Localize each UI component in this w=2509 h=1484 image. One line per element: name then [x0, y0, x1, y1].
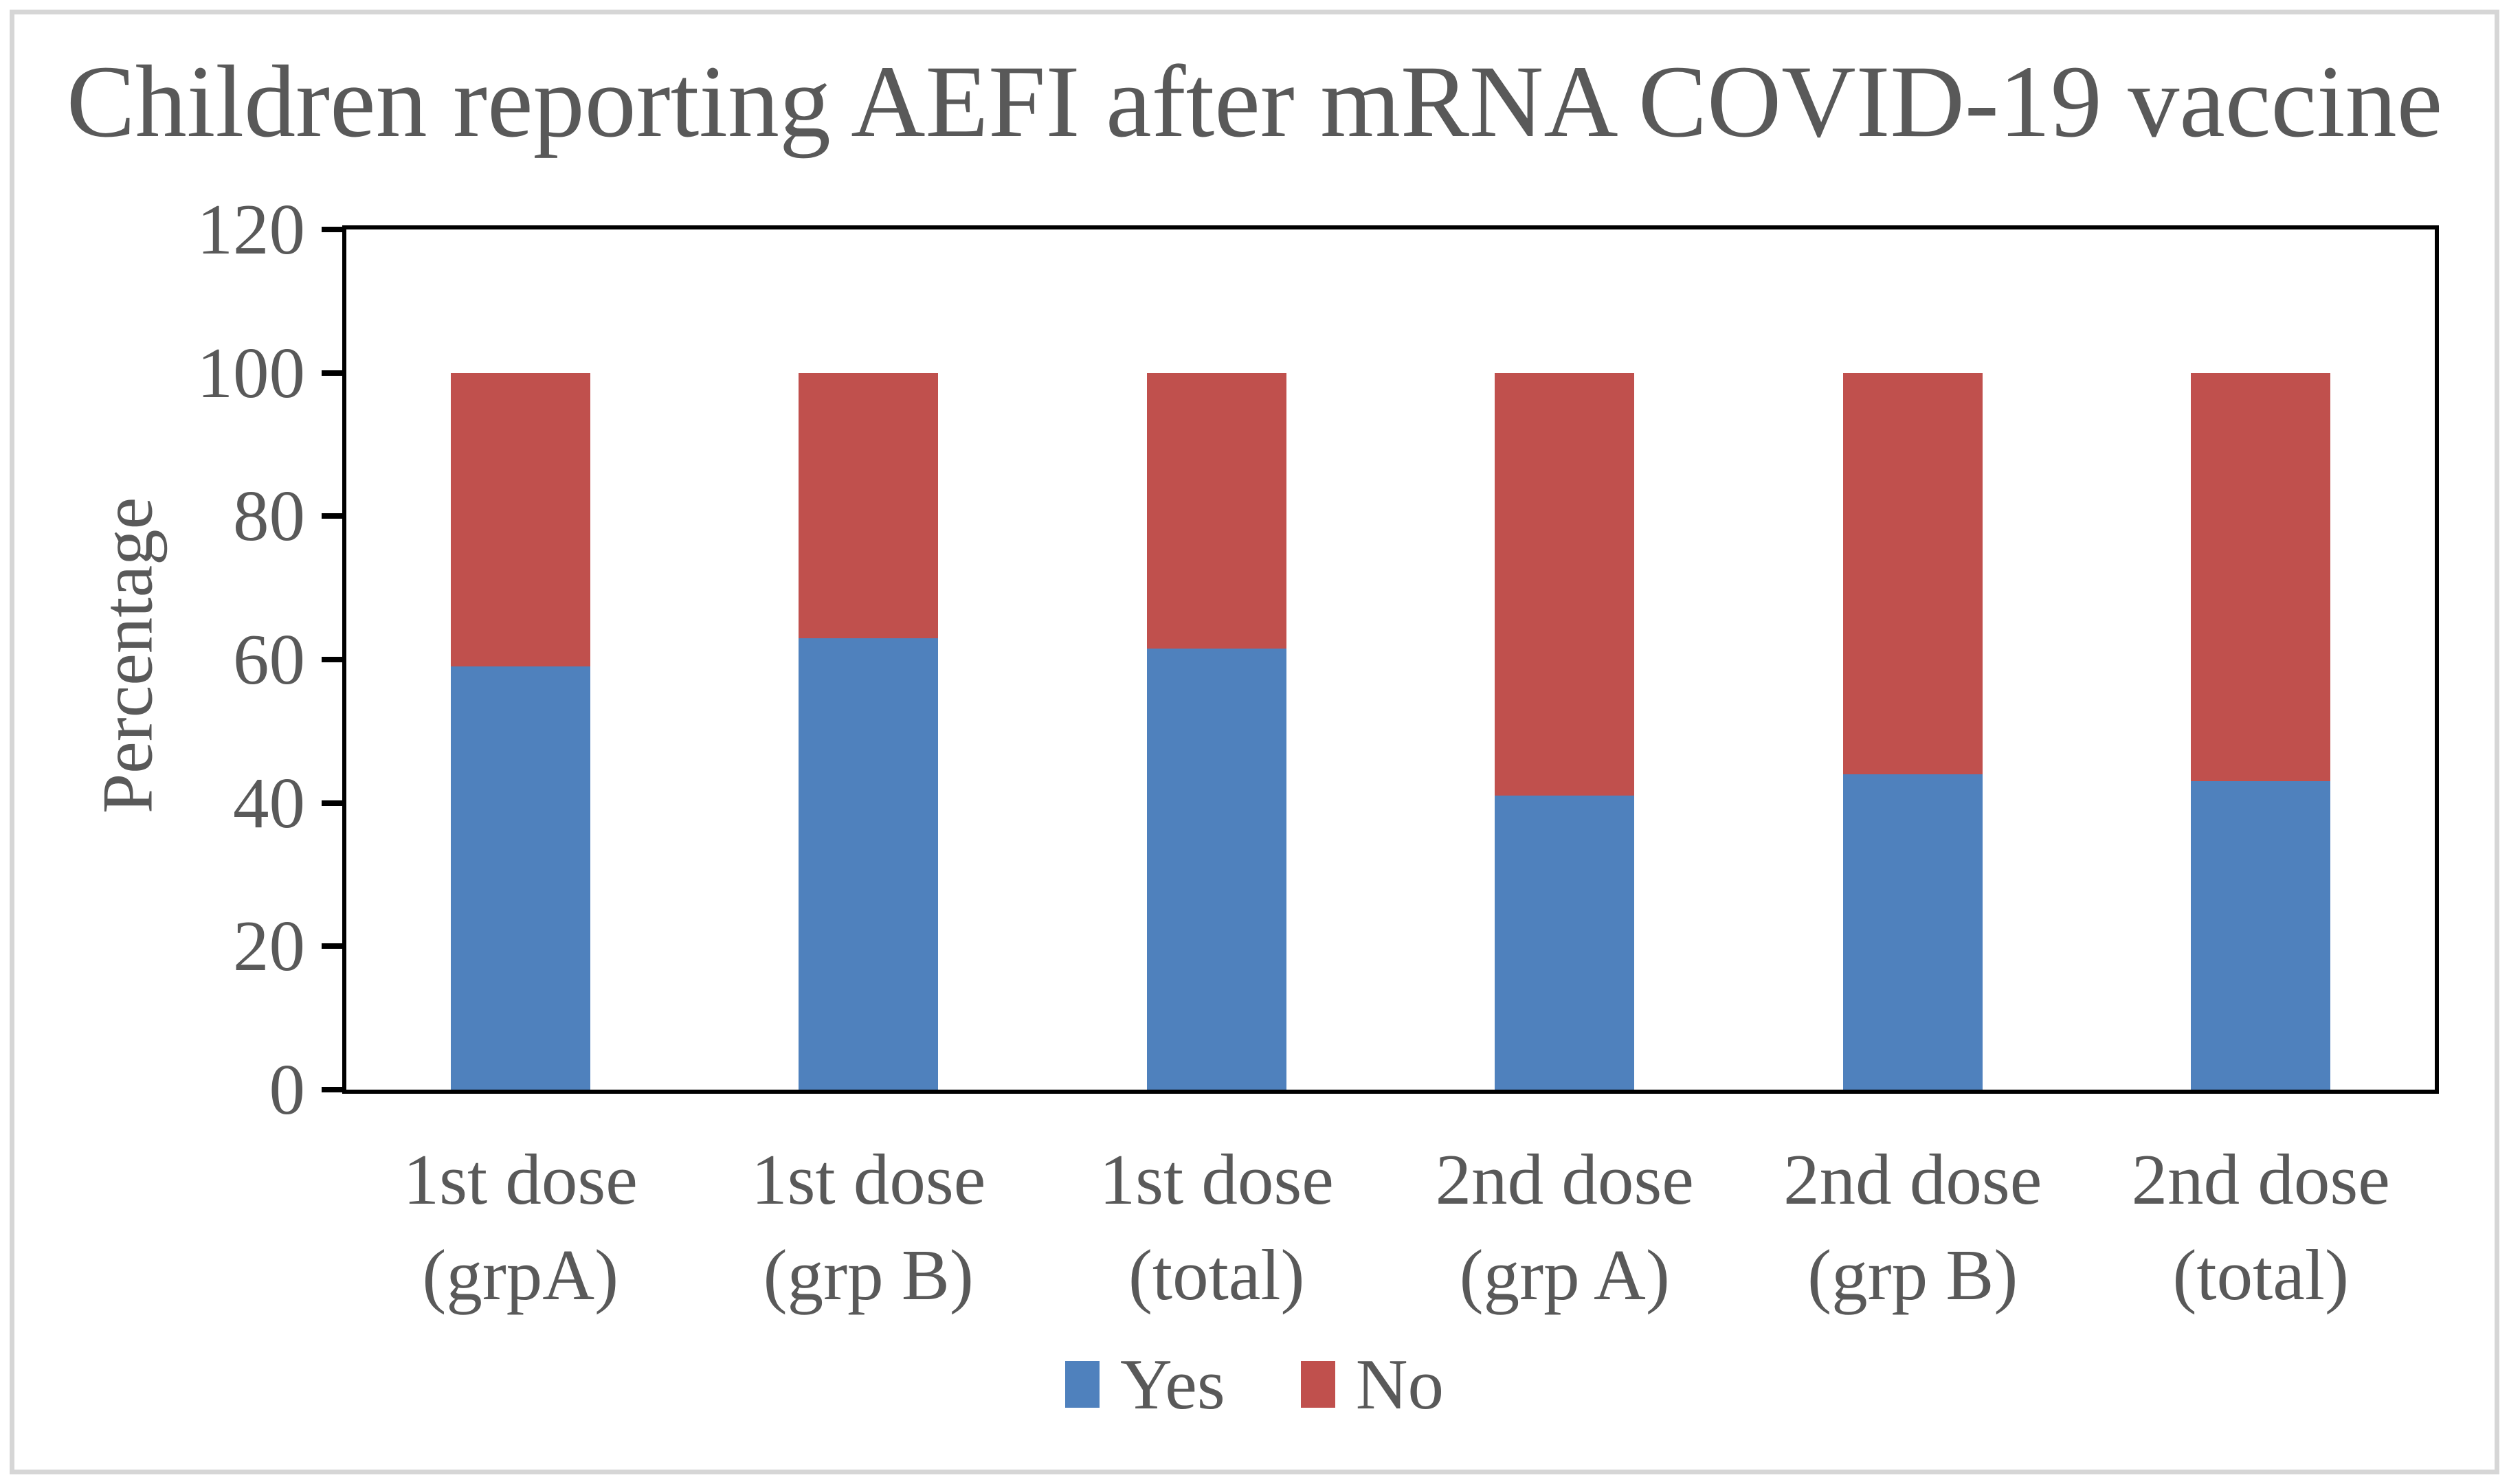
bar-segment-no — [1495, 372, 1635, 796]
bar-stack — [450, 372, 590, 1090]
bar-segment-no — [1842, 372, 1983, 774]
x-category-label: 1st dose (total) — [1099, 1139, 1334, 1315]
legend-swatch-no — [1300, 1360, 1335, 1408]
bar-stack — [799, 372, 939, 1090]
y-tick-mark — [322, 227, 342, 232]
bar-segment-yes — [1842, 774, 1983, 1090]
bar-segment-yes — [1146, 649, 1286, 1090]
y-tick-label: 40 — [233, 762, 305, 843]
x-category-label: 2nd dose (grp B) — [1783, 1139, 2042, 1315]
y-tick-mark — [322, 1087, 342, 1092]
y-tick-label: 120 — [197, 189, 306, 269]
bar-segment-yes — [1495, 796, 1635, 1090]
bar-segment-yes — [450, 666, 590, 1090]
legend-item-no: No — [1300, 1344, 1445, 1424]
y-tick-mark — [322, 370, 342, 376]
y-tick-mark — [322, 800, 342, 806]
y-tick-label: 100 — [197, 332, 306, 413]
figure-border — [10, 10, 2499, 1474]
legend-label-no: No — [1355, 1344, 1445, 1424]
bar-segment-yes — [799, 638, 939, 1090]
x-category-label: 2nd dose (total) — [2131, 1139, 2390, 1315]
bar-stack — [1146, 372, 1286, 1090]
bar-segment-yes — [2191, 781, 2331, 1090]
y-tick-label: 80 — [233, 475, 305, 556]
bar-stack — [1495, 372, 1635, 1090]
y-tick-label: 60 — [233, 619, 305, 699]
y-tick-mark — [322, 657, 342, 662]
chart-title: Children reporting AEFI after mRNA COVID… — [66, 45, 2443, 159]
plot-area: 0 20 40 60 80 100 120 — [197, 192, 2439, 1127]
y-tick-mark — [322, 513, 342, 519]
bar-segment-no — [799, 372, 939, 638]
x-category-label: 2nd dose (grp A) — [1435, 1139, 1694, 1315]
y-tick-label: 0 — [269, 1049, 306, 1129]
legend-item-yes: Yes — [1064, 1344, 1225, 1424]
bar-segment-no — [1146, 372, 1286, 649]
bar-stack — [2191, 372, 2331, 1090]
x-category-label: 1st dose (grp B) — [751, 1139, 986, 1315]
bar-segment-no — [450, 372, 590, 667]
legend-label-yes: Yes — [1119, 1344, 1225, 1424]
bar-segment-no — [2191, 372, 2331, 782]
legend: Yes No — [0, 1348, 2509, 1420]
x-category-label: 1st dose (grpA) — [403, 1139, 638, 1315]
y-tick-mark — [322, 943, 342, 949]
bar-stack — [1842, 372, 1983, 1090]
y-tick-label: 20 — [233, 906, 305, 987]
legend-swatch-yes — [1064, 1360, 1100, 1408]
